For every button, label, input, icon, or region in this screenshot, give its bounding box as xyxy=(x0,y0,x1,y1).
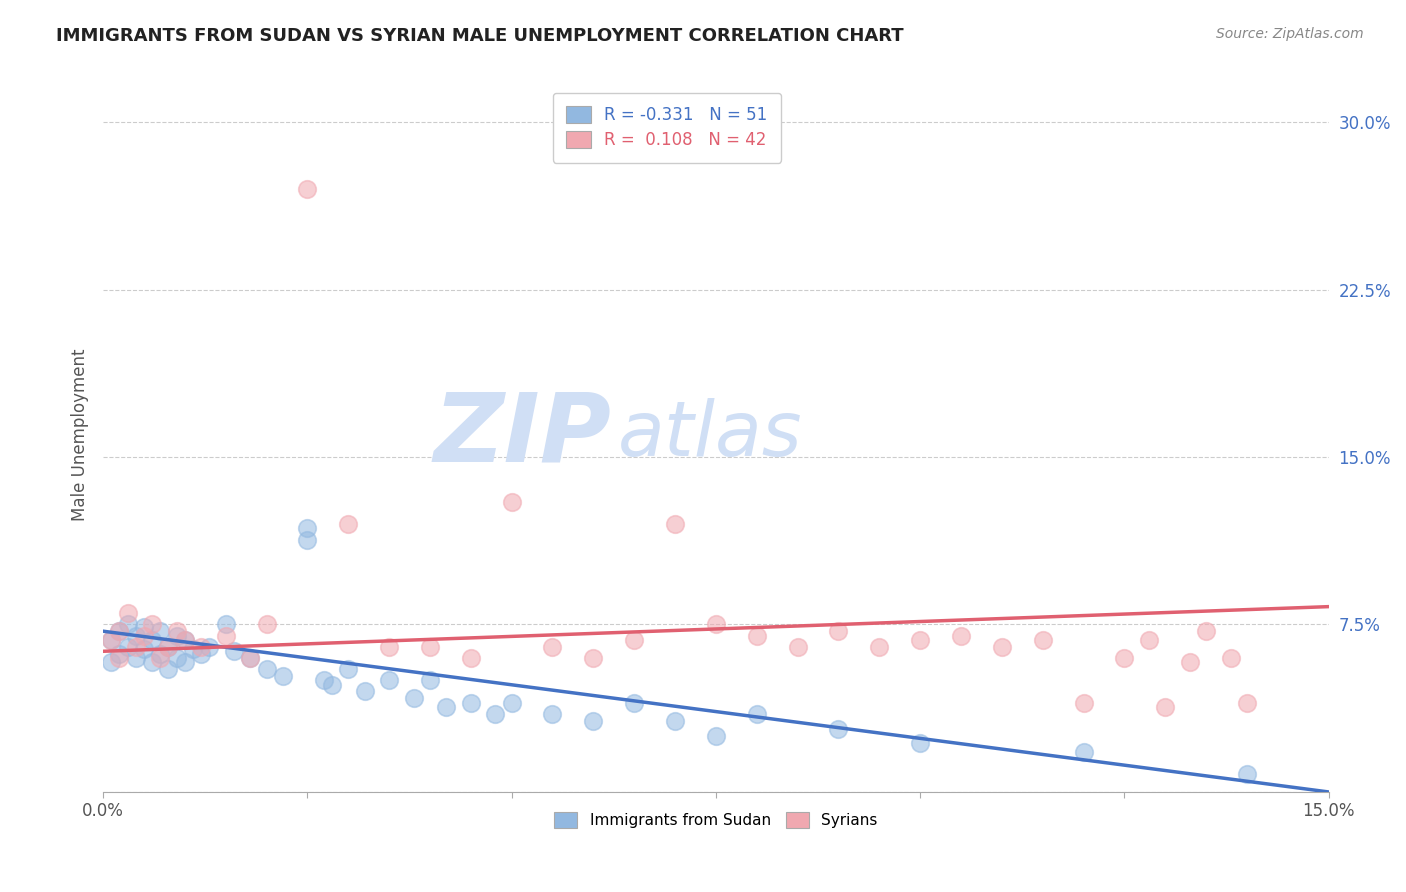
Text: ZIP: ZIP xyxy=(434,388,612,481)
Point xyxy=(460,651,482,665)
Point xyxy=(353,684,375,698)
Point xyxy=(321,678,343,692)
Point xyxy=(173,656,195,670)
Point xyxy=(949,629,972,643)
Point xyxy=(541,640,564,654)
Point xyxy=(541,706,564,721)
Point xyxy=(108,624,131,639)
Point xyxy=(157,640,180,654)
Point xyxy=(132,642,155,657)
Point xyxy=(256,662,278,676)
Point xyxy=(623,696,645,710)
Point xyxy=(222,644,245,658)
Point xyxy=(149,651,172,665)
Point xyxy=(1236,696,1258,710)
Text: atlas: atlas xyxy=(617,398,803,472)
Point xyxy=(198,640,221,654)
Point xyxy=(868,640,890,654)
Point xyxy=(157,662,180,676)
Point xyxy=(419,640,441,654)
Point xyxy=(239,651,262,665)
Point xyxy=(173,633,195,648)
Point xyxy=(908,633,931,648)
Point xyxy=(190,640,212,654)
Point xyxy=(745,706,768,721)
Point xyxy=(166,651,188,665)
Point xyxy=(117,617,139,632)
Point xyxy=(108,651,131,665)
Point xyxy=(460,696,482,710)
Point xyxy=(991,640,1014,654)
Point xyxy=(1032,633,1054,648)
Point xyxy=(100,633,122,648)
Point xyxy=(190,647,212,661)
Point xyxy=(132,629,155,643)
Point xyxy=(141,633,163,648)
Point xyxy=(827,723,849,737)
Point xyxy=(378,673,401,688)
Point xyxy=(271,669,294,683)
Point xyxy=(125,640,148,654)
Point xyxy=(434,700,457,714)
Point xyxy=(786,640,808,654)
Legend: Immigrants from Sudan, Syrians: Immigrants from Sudan, Syrians xyxy=(548,806,883,834)
Point xyxy=(501,696,523,710)
Point xyxy=(239,651,262,665)
Point xyxy=(745,629,768,643)
Point xyxy=(312,673,335,688)
Point xyxy=(100,633,122,648)
Point xyxy=(704,729,727,743)
Point xyxy=(623,633,645,648)
Point xyxy=(908,736,931,750)
Point xyxy=(166,624,188,639)
Point xyxy=(1073,696,1095,710)
Point xyxy=(141,656,163,670)
Text: Source: ZipAtlas.com: Source: ZipAtlas.com xyxy=(1216,27,1364,41)
Point xyxy=(419,673,441,688)
Point xyxy=(664,516,686,531)
Point xyxy=(827,624,849,639)
Point xyxy=(1236,767,1258,781)
Point xyxy=(125,651,148,665)
Point xyxy=(108,647,131,661)
Point xyxy=(1137,633,1160,648)
Point xyxy=(582,651,605,665)
Point xyxy=(166,629,188,643)
Point xyxy=(141,617,163,632)
Point xyxy=(484,706,506,721)
Point xyxy=(149,624,172,639)
Point xyxy=(125,629,148,643)
Point xyxy=(1178,656,1201,670)
Point xyxy=(100,656,122,670)
Point xyxy=(337,662,360,676)
Point xyxy=(149,647,172,661)
Point xyxy=(117,640,139,654)
Text: IMMIGRANTS FROM SUDAN VS SYRIAN MALE UNEMPLOYMENT CORRELATION CHART: IMMIGRANTS FROM SUDAN VS SYRIAN MALE UNE… xyxy=(56,27,904,45)
Point xyxy=(1219,651,1241,665)
Point xyxy=(501,494,523,508)
Point xyxy=(664,714,686,728)
Point xyxy=(117,607,139,621)
Point xyxy=(1114,651,1136,665)
Point xyxy=(297,521,319,535)
Point xyxy=(1073,745,1095,759)
Point xyxy=(173,633,195,648)
Point xyxy=(402,691,425,706)
Point xyxy=(256,617,278,632)
Point xyxy=(181,642,204,657)
Point xyxy=(157,640,180,654)
Point xyxy=(215,617,238,632)
Point xyxy=(704,617,727,632)
Point xyxy=(215,629,238,643)
Point xyxy=(108,624,131,639)
Point xyxy=(1195,624,1218,639)
Point xyxy=(132,620,155,634)
Point xyxy=(1154,700,1177,714)
Point xyxy=(297,533,319,547)
Point xyxy=(297,182,319,196)
Point xyxy=(337,516,360,531)
Point xyxy=(582,714,605,728)
Point xyxy=(378,640,401,654)
Y-axis label: Male Unemployment: Male Unemployment xyxy=(72,349,89,521)
